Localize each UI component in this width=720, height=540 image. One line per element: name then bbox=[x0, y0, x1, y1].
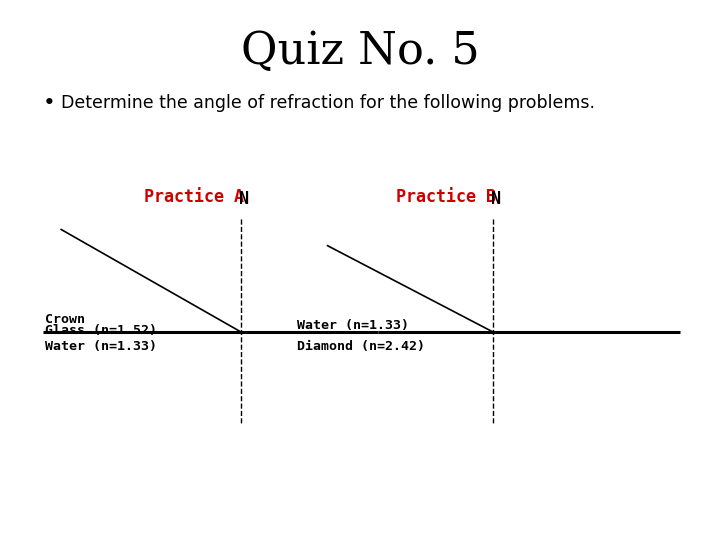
Text: Water (n=1.33): Water (n=1.33) bbox=[297, 319, 410, 332]
Text: Water (n=1.33): Water (n=1.33) bbox=[45, 340, 157, 353]
Text: N: N bbox=[491, 190, 501, 208]
Text: Glass (n=1.52): Glass (n=1.52) bbox=[45, 324, 157, 337]
Text: Diamond (n=2.42): Diamond (n=2.42) bbox=[297, 340, 426, 353]
Text: •: • bbox=[43, 92, 56, 113]
Text: Practice A: Practice A bbox=[145, 188, 244, 206]
Text: Determine the angle of refraction for the following problems.: Determine the angle of refraction for th… bbox=[61, 93, 595, 112]
Text: N: N bbox=[239, 190, 249, 208]
Text: Crown: Crown bbox=[45, 313, 85, 326]
Text: Practice B: Practice B bbox=[397, 188, 496, 206]
Text: Quiz No. 5: Quiz No. 5 bbox=[240, 30, 480, 73]
